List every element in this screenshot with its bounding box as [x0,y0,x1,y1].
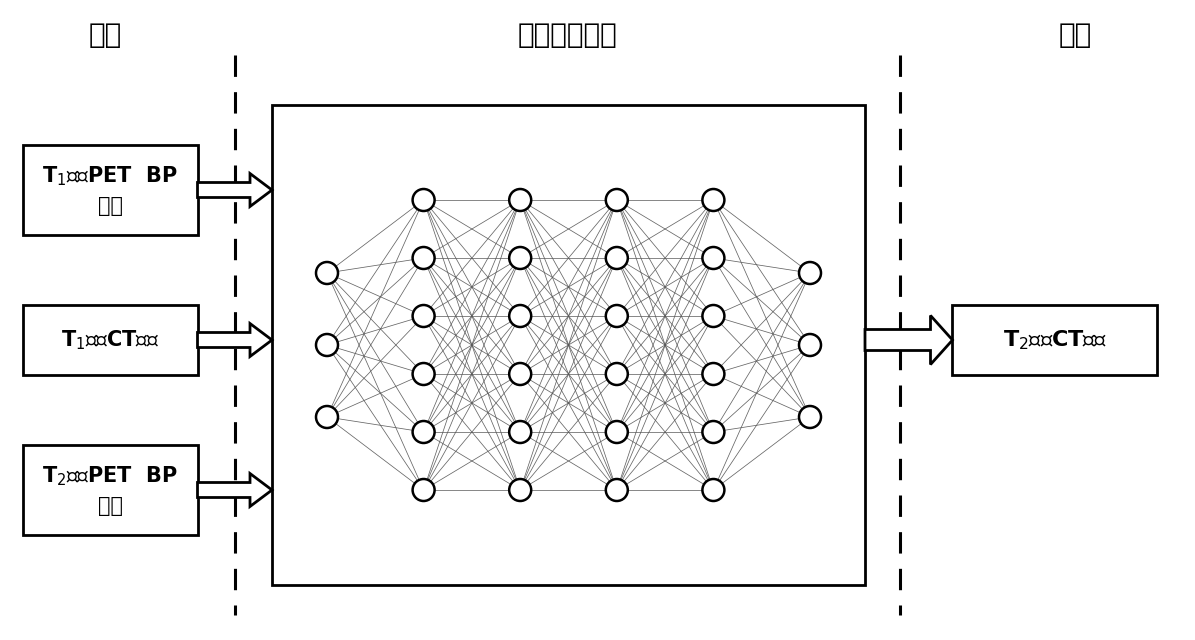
Polygon shape [197,474,272,506]
Bar [952,305,1158,375]
Bar [272,105,865,585]
Circle shape [799,406,821,428]
Circle shape [412,305,435,327]
Circle shape [509,247,532,269]
Circle shape [315,406,338,428]
Circle shape [315,334,338,356]
Circle shape [799,262,821,284]
Circle shape [412,189,435,211]
Text: T$_2$时刻PET  BP: T$_2$时刻PET BP [42,464,178,488]
Circle shape [703,305,724,327]
Text: 图像: 图像 [98,496,123,516]
Circle shape [509,363,532,385]
Circle shape [703,479,724,501]
Bar [23,445,197,535]
Circle shape [509,305,532,327]
Circle shape [412,363,435,385]
Circle shape [509,479,532,501]
Polygon shape [197,173,272,207]
Text: T$_1$时刻PET  BP: T$_1$时刻PET BP [42,164,178,188]
Circle shape [606,363,627,385]
Text: 深度学习网络: 深度学习网络 [519,21,618,49]
Circle shape [703,421,724,443]
Text: 图像: 图像 [98,196,123,216]
Text: 输出: 输出 [1059,21,1091,49]
Polygon shape [197,323,272,356]
Circle shape [412,421,435,443]
Text: T$_1$时刻CT图像: T$_1$时刻CT图像 [61,328,159,352]
Circle shape [703,247,724,269]
Circle shape [315,262,338,284]
Circle shape [606,247,627,269]
Circle shape [606,305,627,327]
Circle shape [412,479,435,501]
Text: 输入: 输入 [88,21,122,49]
Circle shape [606,421,627,443]
Circle shape [606,479,627,501]
Circle shape [703,363,724,385]
Circle shape [412,247,435,269]
Circle shape [509,421,532,443]
Circle shape [799,334,821,356]
Bar [23,145,197,235]
Bar [23,305,197,375]
Circle shape [509,189,532,211]
Circle shape [703,189,724,211]
Circle shape [606,189,627,211]
Polygon shape [865,316,952,365]
Text: T$_2$时刻CT图像: T$_2$时刻CT图像 [1003,328,1107,352]
